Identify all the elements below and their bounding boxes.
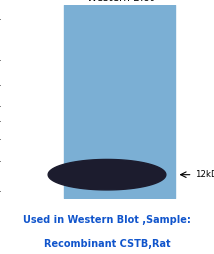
Text: Used in Western Blot ,Sample:: Used in Western Blot ,Sample: bbox=[23, 215, 191, 225]
Text: 12kDa: 12kDa bbox=[195, 170, 214, 179]
Text: Recombinant CSTB,Rat: Recombinant CSTB,Rat bbox=[44, 239, 170, 249]
Polygon shape bbox=[48, 160, 166, 190]
Text: Western Blot: Western Blot bbox=[87, 0, 154, 3]
